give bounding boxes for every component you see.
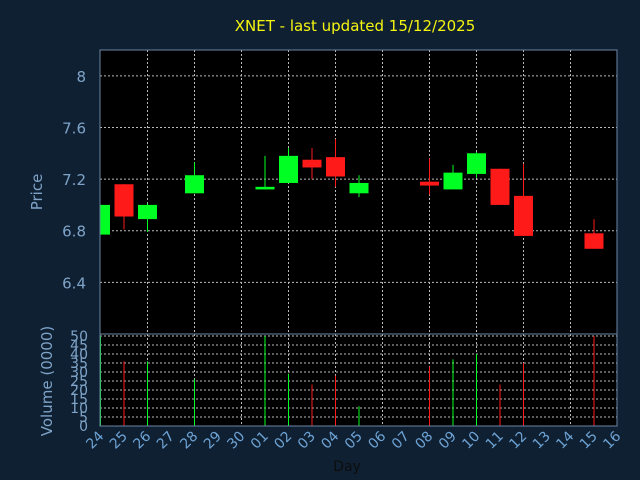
price-tick-label: 7.2 bbox=[62, 171, 86, 189]
candle-body-up bbox=[100, 204, 110, 235]
x-tick-label: 28 bbox=[177, 429, 201, 453]
x-tick-label: 03 bbox=[295, 429, 319, 453]
candle-body-down bbox=[514, 195, 533, 236]
x-tick-label: 13 bbox=[530, 429, 554, 453]
x-tick-label: 14 bbox=[553, 428, 577, 452]
candle-body-down bbox=[302, 159, 322, 168]
volume-axis-label: Volume (0000) bbox=[38, 326, 56, 436]
candle-body-down bbox=[114, 184, 134, 217]
x-tick-label: 09 bbox=[436, 429, 460, 453]
volume-tick-label: 25 bbox=[70, 374, 88, 390]
candle-body-up bbox=[279, 155, 298, 183]
volume-tick-label: 10 bbox=[70, 401, 88, 417]
candle-body-up bbox=[467, 153, 486, 174]
volume-tick-label: 50 bbox=[70, 329, 88, 345]
x-tick-label: 08 bbox=[412, 429, 436, 453]
x-tick-label: 29 bbox=[201, 429, 225, 453]
candle-body-up bbox=[185, 175, 204, 194]
x-axis-label: Day bbox=[333, 459, 361, 475]
x-tick-label: 15 bbox=[577, 429, 601, 453]
volume-tick-label: 35 bbox=[70, 356, 88, 372]
price-tick-label: 6.4 bbox=[62, 274, 86, 292]
price-tick-label: 8 bbox=[76, 68, 86, 86]
price-tick-label: 7.6 bbox=[62, 119, 86, 137]
candle-body-down bbox=[584, 233, 604, 249]
x-axis: 24 25 26 27 28 29 30 01 02 03 04 05 06 07 08 09 10 11 12 13… bbox=[83, 428, 624, 452]
x-tick-label: 02 bbox=[271, 429, 295, 453]
x-tick-label: 25 bbox=[107, 429, 131, 453]
candle-body-up bbox=[138, 204, 157, 220]
candlesticks bbox=[100, 139, 604, 249]
volume-tick-label: 20 bbox=[70, 383, 88, 399]
candle-body-down bbox=[420, 181, 439, 186]
x-tick-label: 27 bbox=[154, 429, 178, 453]
x-tick-label: 26 bbox=[130, 428, 154, 452]
volume-tick-label: 40 bbox=[70, 347, 88, 363]
volume-tick-label: 45 bbox=[70, 338, 88, 354]
x-tick-label: 16 bbox=[600, 428, 624, 452]
volume-tick-label: 5 bbox=[79, 410, 88, 426]
x-tick-label: 04 bbox=[318, 428, 342, 452]
x-tick-label: 30 bbox=[224, 429, 248, 453]
x-tick-label: 01 bbox=[248, 429, 272, 453]
volume-tick-label: 15 bbox=[70, 392, 88, 408]
x-tick-label: 12 bbox=[506, 429, 530, 453]
price-tick-label: 6.8 bbox=[62, 223, 86, 241]
chart-title: XNET - last updated 15/12/2025 bbox=[235, 17, 476, 35]
candle-body-up bbox=[255, 186, 275, 190]
volume-tick-label: 0 bbox=[79, 419, 88, 435]
price-axis: 6.4 6.8 7.2 7.6 8 bbox=[62, 68, 86, 293]
volume-tick-label: 30 bbox=[70, 365, 88, 381]
candle-body-down bbox=[490, 168, 510, 205]
x-tick-label: 06 bbox=[365, 428, 389, 452]
volume-plot-border bbox=[99, 333, 618, 427]
x-tick-label: 07 bbox=[389, 429, 413, 453]
price-axis-label: Price bbox=[28, 174, 46, 211]
candle-body-down bbox=[326, 157, 345, 177]
x-tick-label: 10 bbox=[459, 429, 483, 453]
candle-body-up bbox=[349, 182, 369, 194]
candle-body-up bbox=[443, 172, 463, 190]
x-tick-label: 05 bbox=[342, 429, 366, 453]
x-tick-label: 11 bbox=[483, 429, 507, 453]
